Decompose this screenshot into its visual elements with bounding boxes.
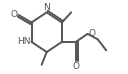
Text: O: O	[11, 10, 18, 19]
Text: N: N	[43, 3, 50, 12]
Text: O: O	[72, 62, 79, 71]
Text: O: O	[88, 29, 95, 38]
Text: HN: HN	[17, 37, 31, 46]
